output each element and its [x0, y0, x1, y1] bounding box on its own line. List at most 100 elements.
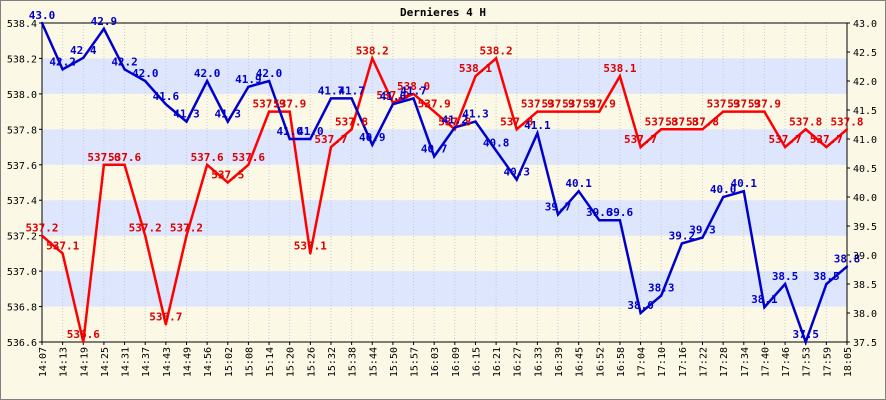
point-red-16: [371, 57, 374, 60]
point-red-10: [247, 163, 250, 166]
data-label-red-4: 537.6: [108, 151, 141, 164]
data-label-red-34: 537.9: [727, 98, 760, 111]
point-blue-0: [40, 21, 44, 25]
data-label-red-25: 537.9: [541, 98, 574, 111]
series-line-blue: [40, 22, 848, 346]
data-label-blue-2: 42.4: [70, 44, 97, 57]
right-tick-label-4: 39.5: [853, 222, 877, 233]
data-label-red-20: 537.8: [438, 115, 471, 128]
point-red-1: [61, 252, 64, 255]
x-tick-label-12: 15:20: [286, 347, 297, 377]
point-blue-36: [783, 282, 787, 286]
x-tick-label-5: 14:37: [141, 347, 152, 377]
point-blue-14: [329, 97, 333, 100]
point-red-5: [144, 234, 147, 237]
point-red-32: [701, 128, 704, 131]
band-5: [42, 129, 847, 165]
data-label-blue-31: 39.2: [669, 229, 696, 242]
band-1: [42, 271, 847, 307]
x-tick-label-4: 14:31: [121, 347, 132, 377]
data-label-blue-39: 38.8: [834, 253, 861, 266]
data-label-blue-10: 41.9: [235, 73, 262, 86]
data-label-blue-21: 41.3: [462, 108, 489, 121]
x-tick-label-3: 14:25: [100, 347, 111, 377]
left-tick-label-2: 537.0: [7, 267, 37, 278]
point-blue-31: [680, 242, 684, 245]
point-blue-24: [536, 132, 539, 135]
right-tick-label-7: 41.0: [853, 135, 877, 146]
point-red-33: [721, 110, 725, 113]
point-blue-5: [144, 79, 147, 83]
left-tick-label-7: 538.0: [7, 90, 37, 101]
x-tick-label-6: 14:43: [162, 347, 173, 377]
x-tick-label-17: 15:50: [389, 347, 400, 377]
data-label-blue-0: 43.0: [29, 9, 56, 22]
plot-border: [41, 22, 848, 343]
data-label-blue-30: 38.3: [648, 282, 675, 295]
series-lines: [40, 21, 849, 346]
point-red-28: [618, 74, 622, 78]
point-red-13: [309, 252, 312, 255]
axes: [39, 22, 850, 345]
right-tick-label-10: 42.5: [853, 48, 877, 59]
data-label-red-36: 537.7: [769, 133, 802, 146]
x-tick-label-14: 15:32: [327, 347, 338, 377]
data-label-blue-6: 41.6: [153, 90, 180, 103]
data-label-blue-24: 41.1: [524, 119, 551, 132]
point-blue-20: [453, 126, 457, 129]
data-label-blue-18: 41.7: [400, 84, 427, 97]
x-tick-label-30: 17:10: [657, 347, 668, 377]
point-red-25: [556, 110, 560, 113]
point-red-7: [185, 234, 188, 237]
x-tick-label-22: 16:21: [492, 347, 503, 377]
point-blue-4: [123, 68, 126, 71]
data-label-blue-20: 41.2: [442, 113, 469, 126]
point-blue-33: [721, 195, 725, 199]
x-tick-label-26: 16:45: [575, 347, 586, 377]
point-red-19: [432, 110, 436, 113]
x-tick-label-36: 17:46: [781, 347, 792, 377]
x-tick-label-15: 15:38: [348, 347, 359, 377]
right-tick-label-9: 42.0: [853, 77, 877, 88]
band-3: [42, 200, 847, 236]
x-tick-label-1: 14:13: [59, 347, 70, 377]
data-label-red-27: 537.9: [583, 98, 616, 111]
data-label-red-21: 538.1: [459, 62, 492, 75]
point-red-4: [123, 163, 126, 166]
data-label-red-26: 537.9: [562, 98, 595, 111]
data-labels: 537.2537.1536.6537.6537.6537.2536.7537.2…: [25, 9, 863, 341]
point-blue-39: [845, 265, 849, 268]
x-tick-label-11: 15:14: [265, 347, 276, 377]
right-tick-label-0: 37.5: [853, 338, 877, 349]
x-tick-label-24: 16:33: [533, 347, 544, 377]
data-label-red-8: 537.6: [191, 151, 224, 164]
right-tick-label-1: 38.0: [853, 309, 877, 320]
data-label-blue-19: 40.7: [421, 142, 448, 155]
x-tick-label-18: 15:57: [410, 347, 421, 377]
point-blue-27: [598, 219, 601, 222]
data-label-blue-27: 39.6: [586, 206, 613, 219]
x-tick-label-29: 17:04: [637, 347, 648, 377]
data-label-blue-38: 38.5: [813, 270, 840, 283]
band-7: [42, 58, 847, 94]
right-tick-label-2: 38.5: [853, 280, 877, 291]
data-label-red-9: 537.5: [211, 169, 244, 182]
data-label-red-24: 537.9: [521, 98, 554, 111]
data-label-red-29: 537.7: [624, 133, 657, 146]
point-blue-2: [82, 56, 85, 59]
data-label-red-28: 538.1: [603, 62, 636, 75]
point-red-8: [205, 163, 209, 166]
data-label-blue-35: 38.1: [751, 293, 778, 306]
left-tick-label-1: 536.8: [7, 303, 37, 314]
left-tick-label-3: 537.2: [7, 232, 37, 243]
series-line-red: [41, 54, 848, 343]
point-blue-15: [350, 97, 353, 100]
point-blue-7: [185, 120, 188, 123]
data-label-blue-33: 40.0: [710, 183, 737, 196]
data-label-red-6: 536.7: [149, 310, 182, 323]
point-red-35: [763, 110, 766, 113]
point-blue-13: [309, 137, 312, 141]
left-tick-label-8: 538.2: [7, 54, 37, 65]
point-red-2: [82, 340, 85, 344]
